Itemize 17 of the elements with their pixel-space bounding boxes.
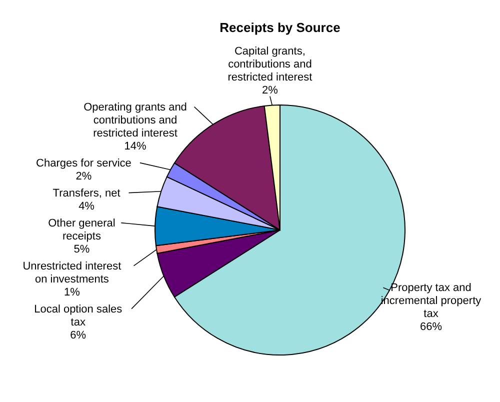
chart-title: Receipts by Source [220, 20, 340, 35]
data-label: 2% [76, 170, 92, 182]
slice-label: Property tax and incremental property tax [380, 282, 482, 320]
data-label: 2% [262, 84, 278, 96]
slice-label: Operating grants and contributions and restricted interest [84, 101, 187, 140]
slice-label: Transfers, net [52, 187, 120, 200]
data-label: 66% [420, 321, 442, 334]
slice-label: Charges for service [36, 157, 132, 170]
data-label: 1% [64, 286, 80, 298]
slice-label: Local option sales tax [34, 303, 123, 328]
data-label: 14% [124, 140, 146, 152]
slice-label: Other general receipts [48, 217, 116, 242]
data-label: 4% [78, 200, 95, 212]
data-label: 5% [74, 243, 90, 256]
data-label: 6% [70, 329, 86, 342]
slice-label: Unrestricted interest on investments [22, 260, 122, 286]
slice-label: Capital grants, contributions and restricted interest [228, 45, 312, 84]
